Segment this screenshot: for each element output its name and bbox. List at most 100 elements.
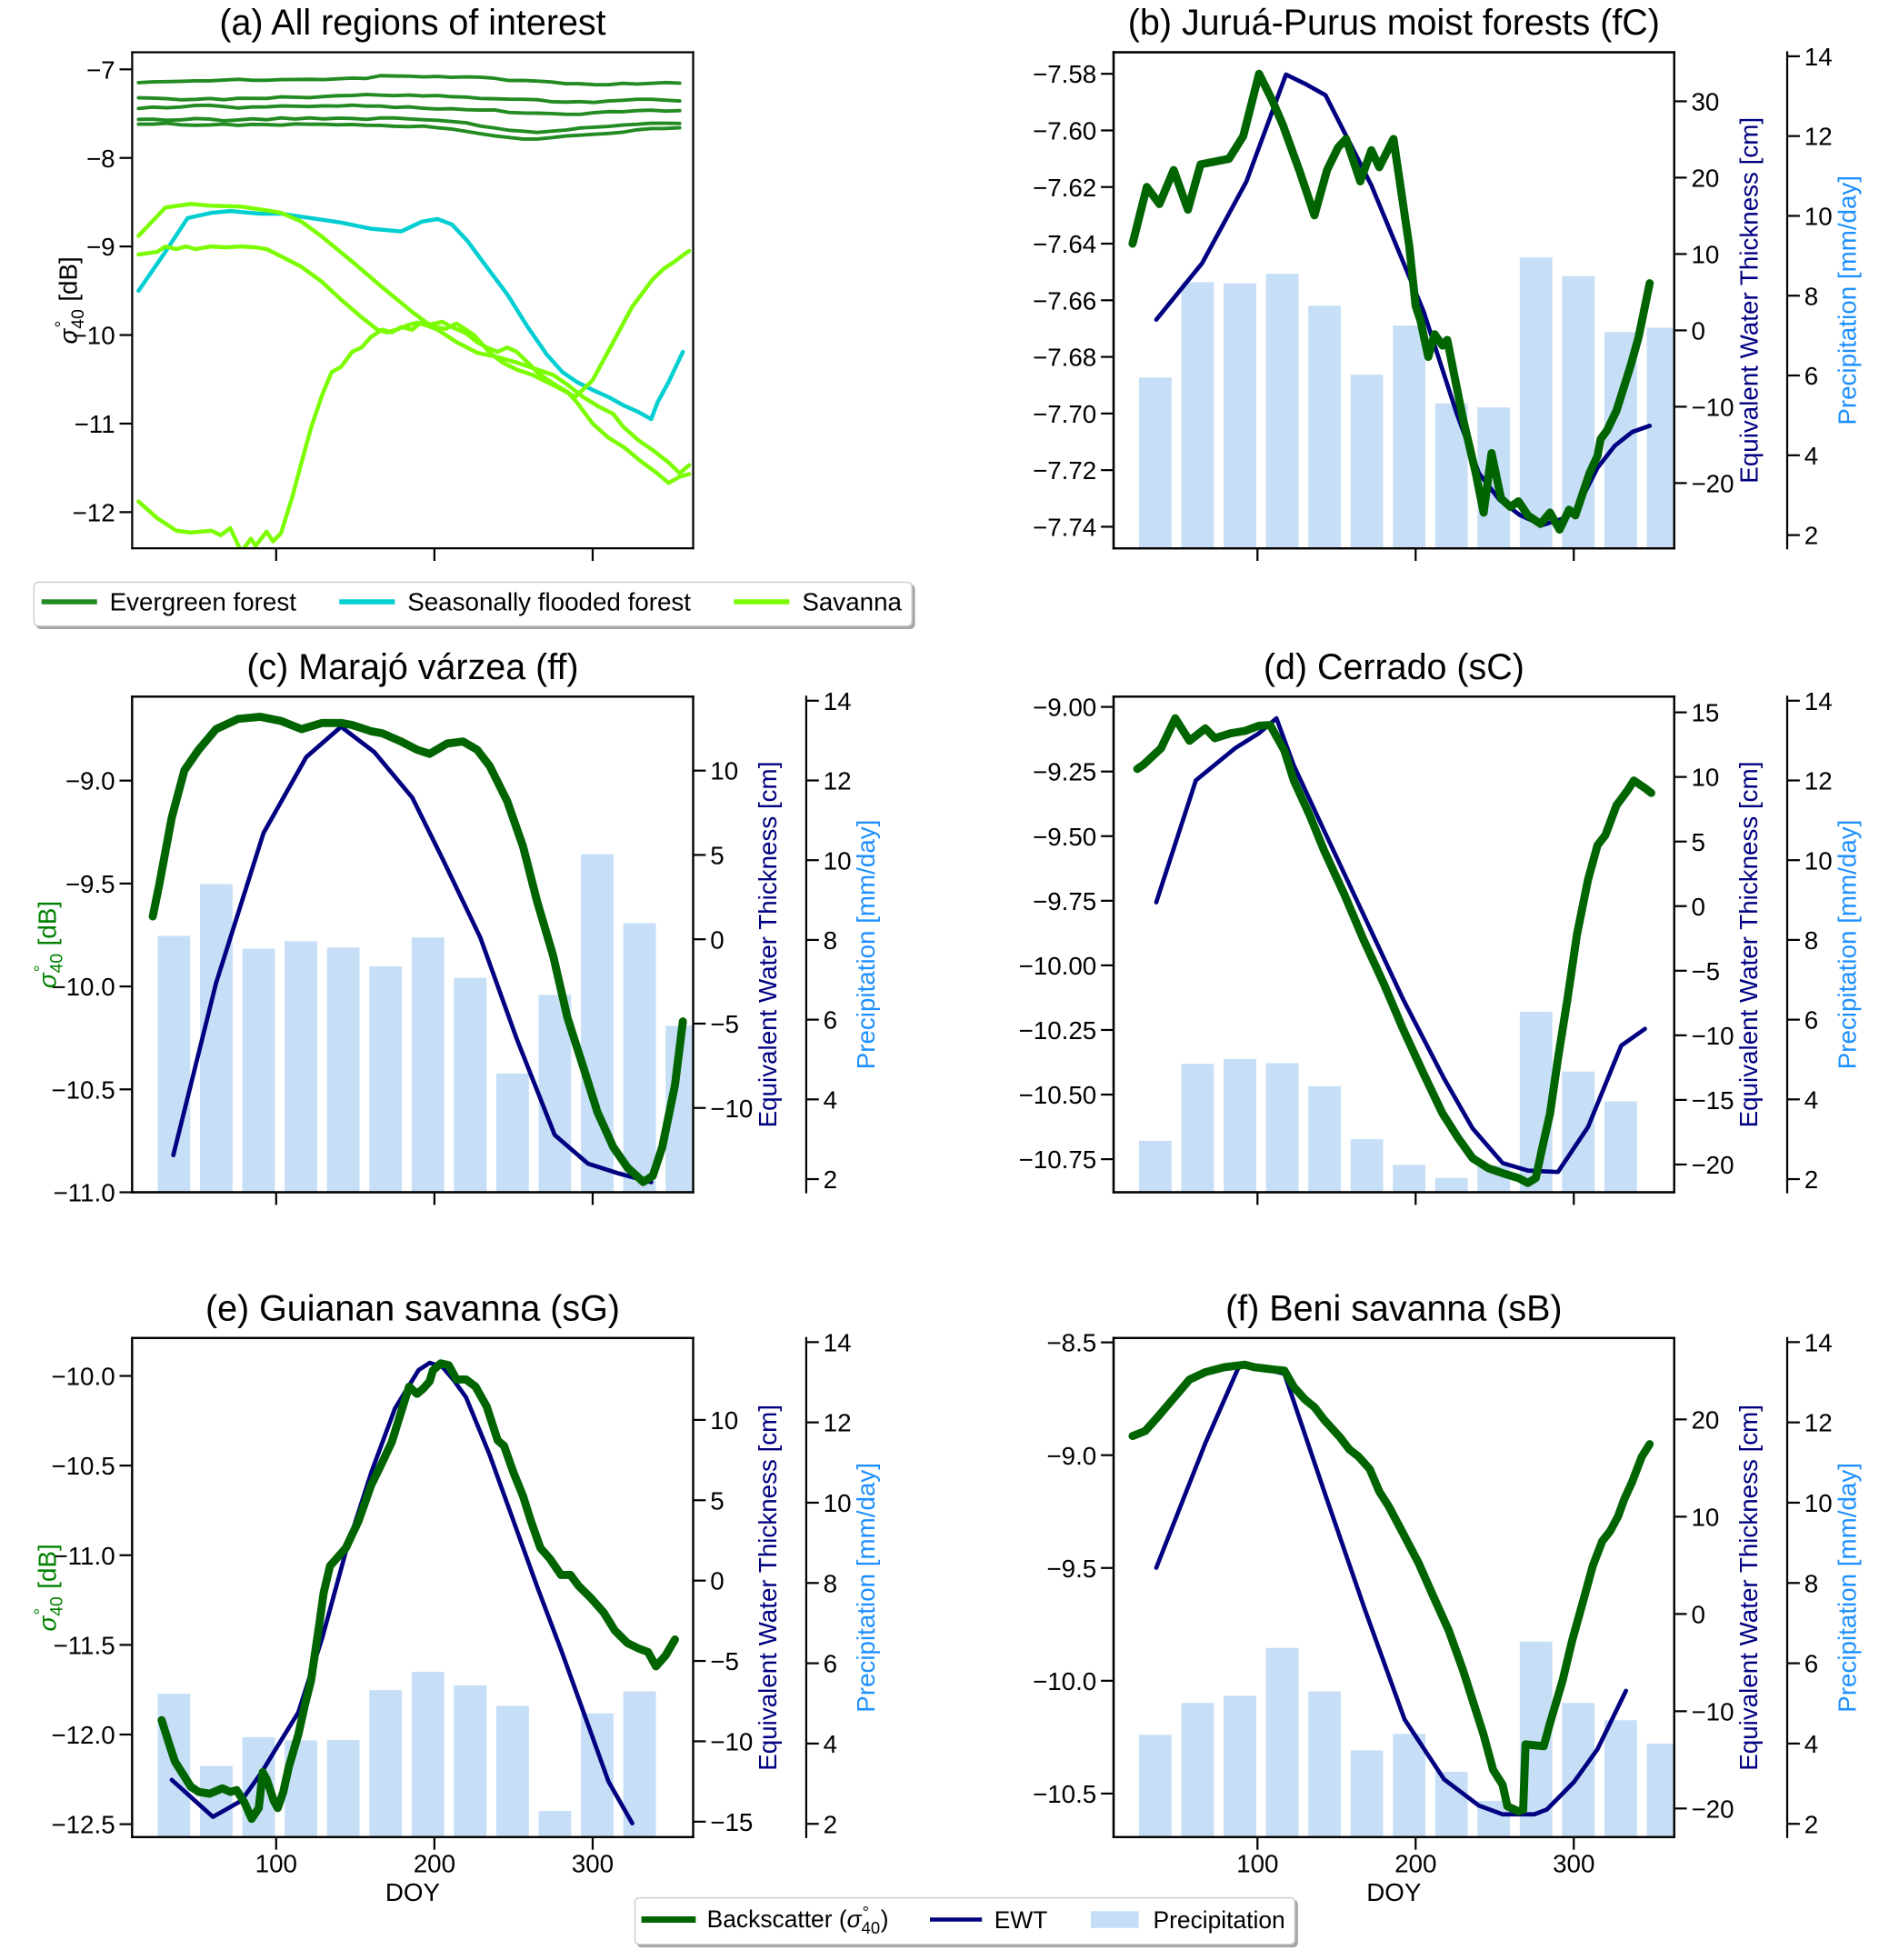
svg-text:30: 30 (1691, 87, 1719, 115)
svg-text:σ 4 ° 0: σ 4 ° 0 [ d B ] (49, 256, 88, 344)
svg-text:14: 14 (1804, 687, 1833, 715)
svg-text:5: 5 (710, 1486, 724, 1515)
svg-text:−12.5: −12.5 (51, 1811, 115, 1839)
svg-text:Precipitation [mm/day]: Precipitation [mm/day] (1833, 1463, 1861, 1713)
svg-text:−10.0: −10.0 (51, 1363, 115, 1391)
svg-text:Equivalent Water Thickness [cm: Equivalent Water Thickness [cm] (1734, 762, 1763, 1128)
svg-text:−15: −15 (1691, 1086, 1734, 1115)
svg-text:−10: −10 (710, 1095, 753, 1123)
svg-text:10: 10 (1691, 764, 1719, 792)
svg-text:EWT: EWT (994, 1906, 1048, 1934)
svg-text:−20: −20 (1691, 1151, 1734, 1179)
svg-text:−10.5: −10.5 (51, 1075, 115, 1104)
svg-text:−5: −5 (1691, 957, 1720, 985)
svg-text:−10: −10 (1691, 1697, 1734, 1725)
svg-text:4: 4 (1804, 442, 1818, 470)
svg-text:σ 4 ° 0: σ 4 ° 0 [ d B ] (28, 901, 67, 988)
svg-text:Seasonally flooded forest: Seasonally flooded forest (407, 588, 691, 616)
svg-text:−7.70: −7.70 (1033, 400, 1096, 428)
svg-text:−5: −5 (710, 1010, 739, 1038)
svg-text:200: 200 (414, 1850, 455, 1878)
svg-text:DOY: DOY (385, 1878, 440, 1906)
svg-text:Precipitation [mm/day]: Precipitation [mm/day] (1833, 175, 1861, 425)
svg-text:σ 4 ° 0: σ 4 ° 0 [ d B ] (28, 1544, 67, 1631)
svg-text:Equivalent Water Thickness [cm: Equivalent Water Thickness [cm] (1734, 117, 1763, 484)
svg-text:Equivalent Water Thickness [cm: Equivalent Water Thickness [cm] (754, 1405, 782, 1771)
svg-text:10: 10 (824, 846, 852, 875)
svg-text:−9.0: −9.0 (65, 767, 115, 795)
svg-text:Precipitation [mm/day]: Precipitation [mm/day] (852, 820, 880, 1070)
svg-text:5: 5 (1691, 828, 1704, 856)
svg-text:−20: −20 (1691, 1795, 1734, 1823)
svg-text:15: 15 (1691, 699, 1719, 727)
svg-text:12: 12 (1804, 767, 1833, 795)
svg-text:8: 8 (1804, 926, 1818, 955)
svg-text:10: 10 (1804, 203, 1833, 231)
svg-text:(b) Juruá-Purus moist forests: (b) Juruá-Purus moist forests (fC) (1128, 3, 1660, 43)
svg-text:200: 200 (1394, 1850, 1436, 1878)
svg-text:−9.50: −9.50 (1033, 823, 1096, 851)
svg-text:2: 2 (824, 1810, 837, 1838)
svg-text:4: 4 (824, 1730, 837, 1758)
svg-text:−8.5: −8.5 (1046, 1329, 1096, 1357)
svg-text:−11.0: −11.0 (53, 1542, 115, 1570)
svg-text:−10.0: −10.0 (1033, 1667, 1096, 1695)
svg-text:−10.5: −10.5 (1033, 1780, 1096, 1808)
svg-text:−10: −10 (1691, 1022, 1734, 1050)
svg-text:12: 12 (824, 1409, 852, 1437)
svg-text:2: 2 (1804, 522, 1818, 550)
svg-text:Precipitation [mm/day]: Precipitation [mm/day] (852, 1463, 880, 1713)
svg-text:10: 10 (710, 757, 738, 785)
svg-text:Equivalent Water Thickness [cm: Equivalent Water Thickness [cm] (1734, 1405, 1763, 1771)
svg-text:(e) Guianan savanna (sG): (e) Guianan savanna (sG) (205, 1288, 620, 1328)
svg-text:14: 14 (824, 1328, 852, 1356)
svg-text:0: 0 (1691, 1600, 1704, 1628)
svg-text:−9.00: −9.00 (1033, 694, 1096, 722)
svg-text:−7.68: −7.68 (1033, 344, 1096, 372)
svg-text:−10.25: −10.25 (1019, 1016, 1097, 1045)
svg-text:4: 4 (1804, 1730, 1818, 1758)
svg-text:300: 300 (1553, 1850, 1594, 1878)
svg-text:100: 100 (255, 1850, 297, 1878)
svg-text:−9.0: −9.0 (1046, 1442, 1096, 1470)
svg-text:(d) Cerrado (sC): (d) Cerrado (sC) (1264, 647, 1524, 687)
svg-text:−7.60: −7.60 (1033, 117, 1096, 145)
svg-text:10: 10 (1691, 1503, 1719, 1531)
svg-text:10: 10 (710, 1406, 738, 1435)
svg-text:−9.5: −9.5 (65, 870, 115, 898)
svg-text:B a c k: B a c k s c a t t e r ( ) σ 4 ° 0 (707, 1900, 894, 1938)
svg-text:8: 8 (1804, 282, 1818, 310)
svg-text:14: 14 (824, 687, 852, 715)
svg-text:−10.00: −10.00 (1019, 952, 1097, 980)
svg-text:−7.62: −7.62 (1033, 174, 1096, 202)
svg-text:20: 20 (1691, 164, 1719, 192)
svg-text:−12: −12 (73, 498, 115, 526)
svg-text:10: 10 (824, 1489, 852, 1517)
svg-text:−11: −11 (75, 410, 115, 438)
svg-text:6: 6 (824, 1650, 837, 1678)
svg-text:−10: −10 (1691, 393, 1734, 421)
svg-text:10: 10 (1691, 240, 1719, 268)
svg-text:−5: −5 (710, 1647, 739, 1675)
svg-text:Evergreen forest: Evergreen forest (110, 588, 297, 616)
svg-text:−8: −8 (86, 145, 115, 173)
svg-text:−20: −20 (1691, 469, 1734, 497)
svg-text:300: 300 (572, 1850, 614, 1878)
svg-text:12: 12 (1804, 1409, 1833, 1437)
svg-text:(a) All regions of interest: (a) All regions of interest (219, 3, 605, 43)
svg-text:−7: −7 (86, 55, 115, 84)
svg-text:10: 10 (1804, 846, 1833, 875)
svg-text:8: 8 (824, 1569, 837, 1597)
svg-text:−10: −10 (73, 322, 115, 350)
svg-text:−7.66: −7.66 (1033, 286, 1096, 315)
svg-text:−10: −10 (710, 1728, 753, 1756)
svg-text:−7.64: −7.64 (1033, 230, 1096, 258)
svg-text:−10.75: −10.75 (1019, 1145, 1097, 1174)
svg-text:5: 5 (710, 841, 724, 869)
svg-text:100: 100 (1236, 1850, 1278, 1878)
svg-text:−9.25: −9.25 (1033, 758, 1096, 786)
svg-text:−9.5: −9.5 (1046, 1555, 1096, 1583)
svg-text:0: 0 (710, 1567, 724, 1595)
svg-text:2: 2 (824, 1165, 837, 1194)
svg-text:0: 0 (1691, 316, 1704, 345)
